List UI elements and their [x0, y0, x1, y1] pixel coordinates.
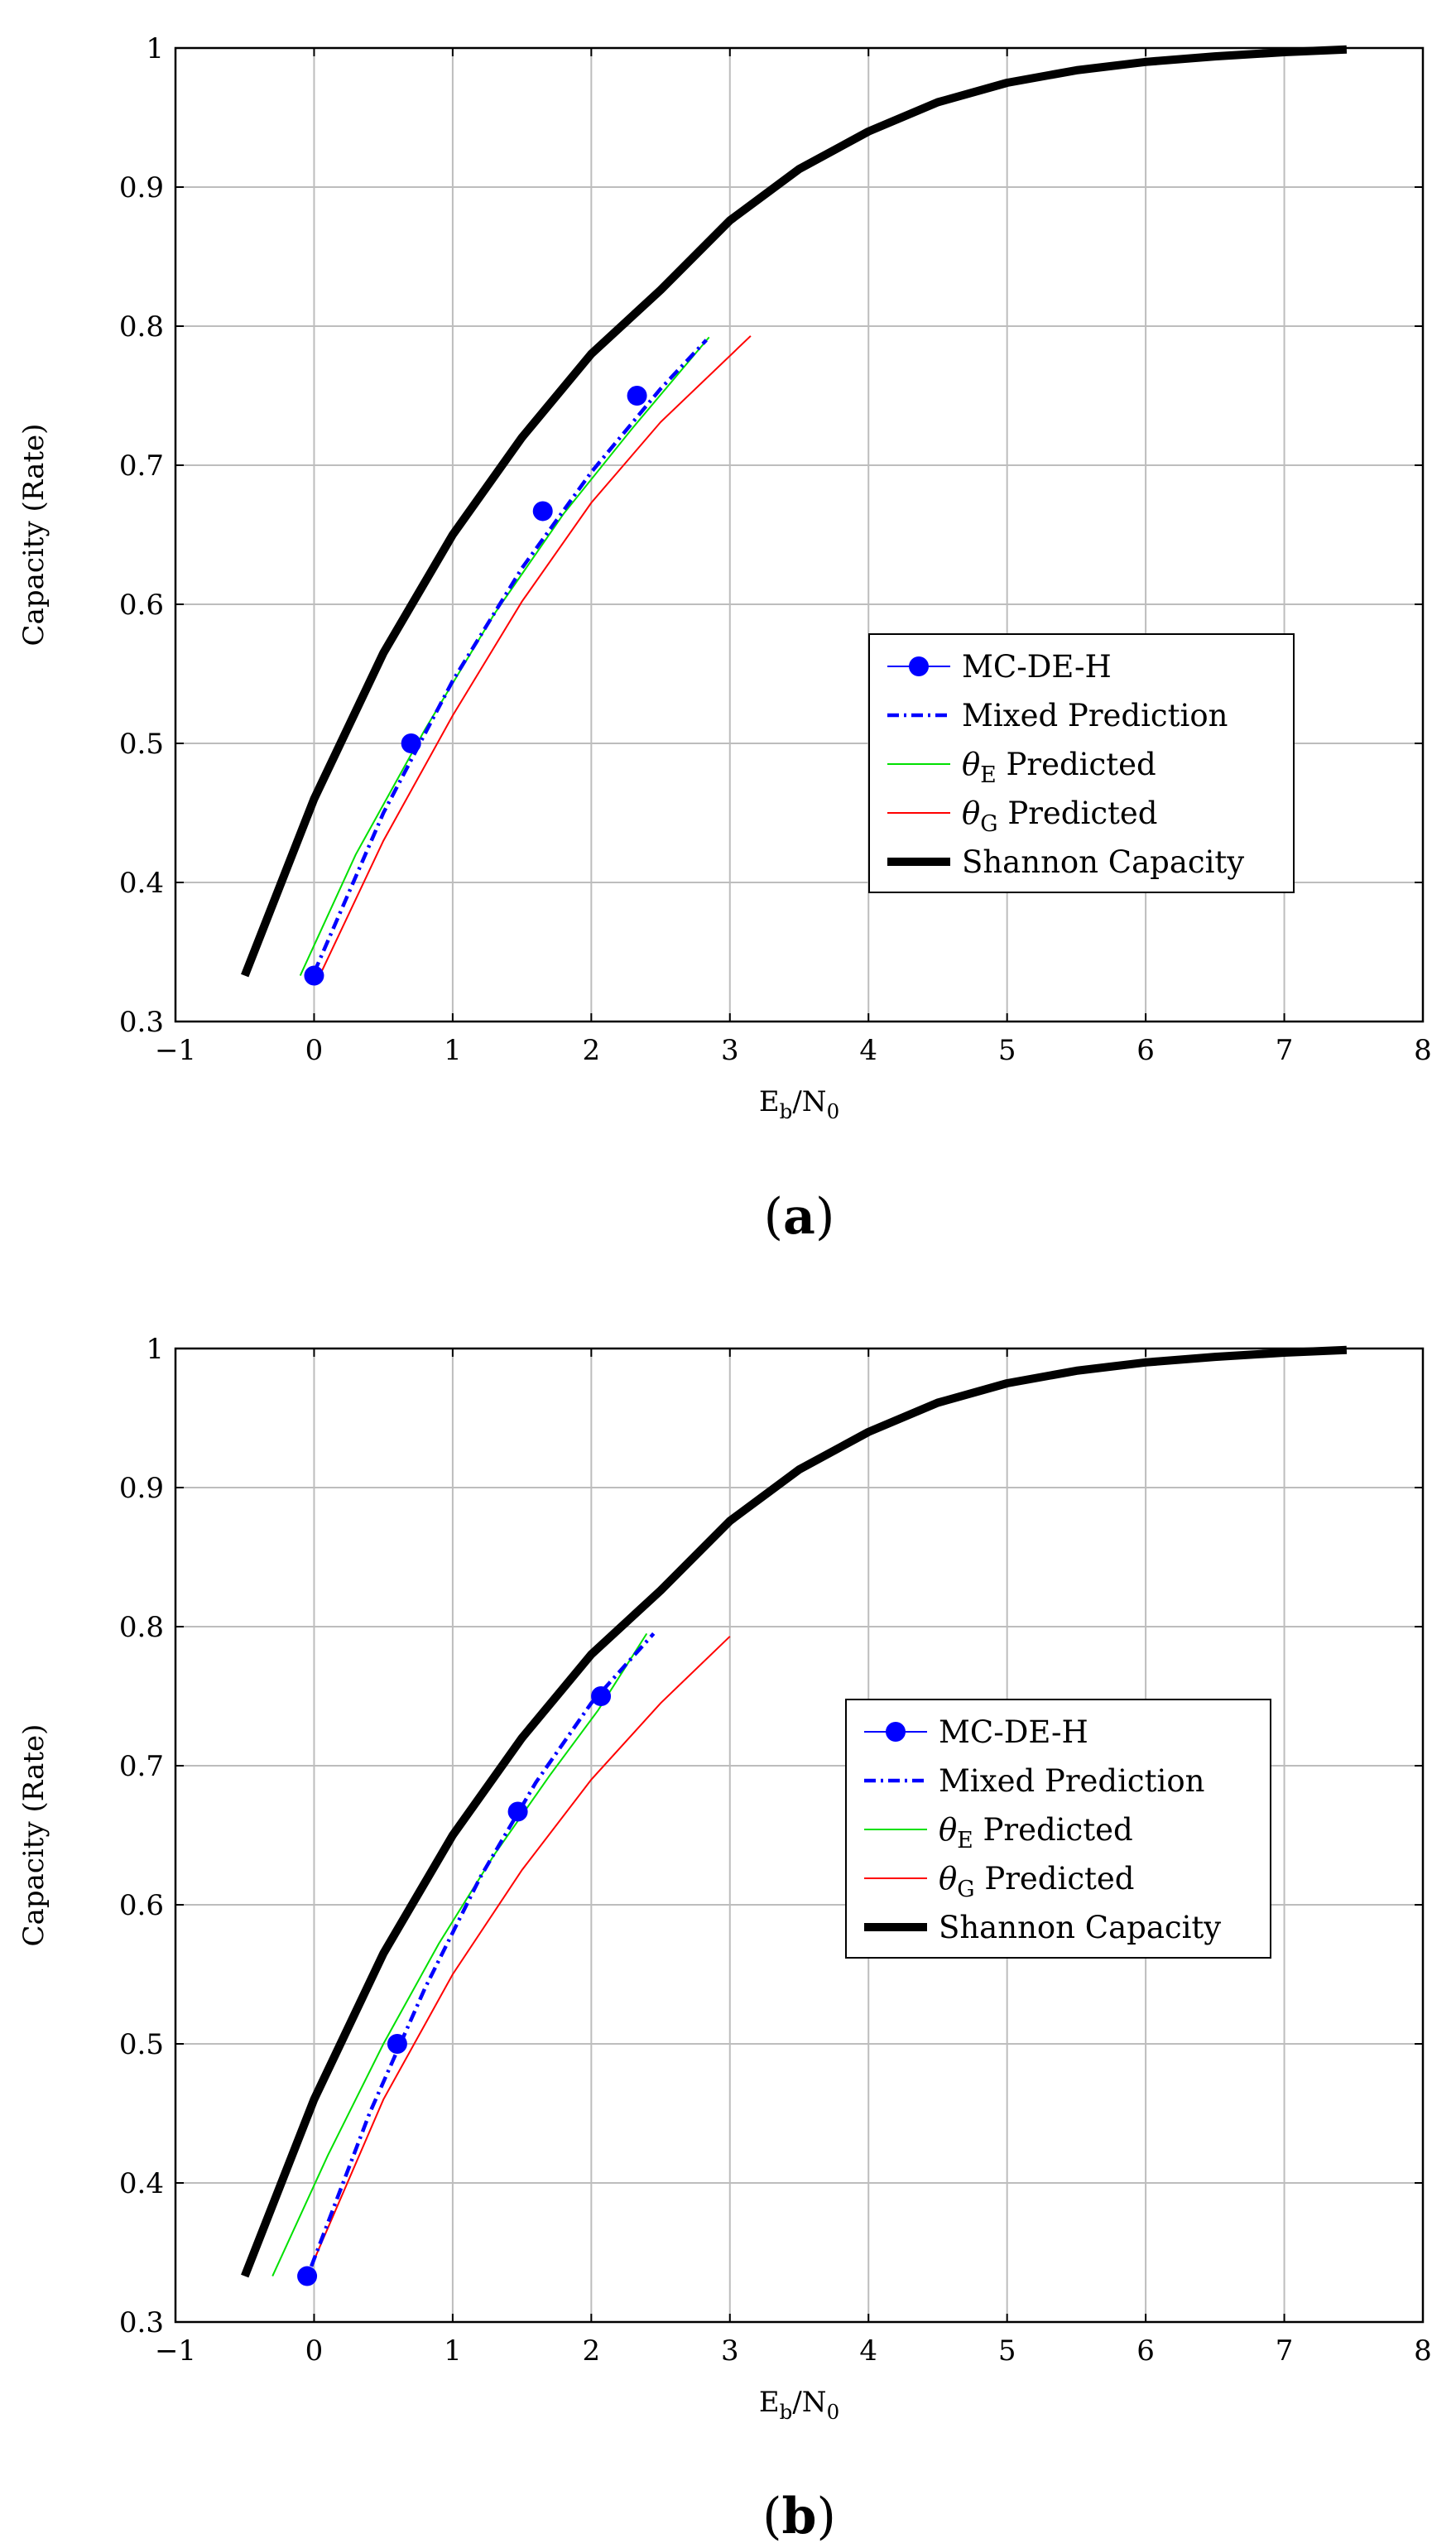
series-line-g-predicted: [310, 1636, 731, 2267]
x-tick-label: 8: [1414, 2334, 1432, 2368]
legend-label-e-predicted: θE Predicted: [939, 1812, 1133, 1853]
y-tick-label: 0.8: [119, 310, 164, 344]
data-point-mc-de-h: [591, 1686, 612, 1706]
x-tick-label: 7: [1276, 1034, 1294, 1067]
data-point-mc-de-h: [304, 965, 324, 986]
x-tick-label: 3: [721, 2334, 739, 2368]
x-tick-label: 0: [305, 2334, 324, 2368]
y-tick-label: 0.9: [119, 171, 164, 204]
legend-marker-mc-de-h: [886, 1722, 906, 1742]
x-tick-label: 7: [1276, 2334, 1294, 2368]
legend-label-mc-de-h: MC-DE-H: [962, 649, 1112, 685]
legend: MC-DE-H Mixed Prediction θE Predicted θG Pr…: [845, 1699, 1271, 1959]
y-tick-label: 1: [146, 32, 164, 65]
y-tick-label: 0.9: [119, 1472, 164, 1505]
plot-frame: [174, 1347, 1425, 2324]
data-point-mc-de-h: [532, 501, 553, 522]
y-axis-label: Capacity (Rate): [17, 1724, 50, 1947]
y-tick-label: 0.3: [119, 2306, 164, 2339]
y-tick-label: 0.8: [119, 1611, 164, 1644]
series-line-e-predicted: [271, 1632, 648, 2277]
legend-label-g-predicted: θG Predicted: [939, 1861, 1135, 1902]
x-axis-label: Eb/N0: [759, 2386, 839, 2424]
data-point-mc-de-h: [627, 386, 647, 406]
x-tick-label: −1: [155, 2334, 196, 2368]
x-tick-label: 4: [859, 1034, 877, 1067]
x-tick-label: 1: [444, 1034, 462, 1067]
chart-panel-b: −1 0 1 2 3 4 5 6 7 8 0.3 0.4 0.5 0.6 0.7 0.8 0.9 1 Capacit…: [17, 1333, 1432, 2546]
data-point-mc-de-h: [401, 733, 421, 753]
x-tick-label: 8: [1414, 1034, 1432, 1067]
x-tick-label: 1: [444, 2334, 462, 2368]
y-tick-label: 0.5: [119, 728, 164, 761]
series-line-shannon-capacity: [241, 45, 1348, 978]
legend-label-e-predicted: θE Predicted: [962, 747, 1156, 788]
y-tick-label: 0.4: [119, 867, 164, 900]
y-axis-label: Capacity (Rate): [17, 424, 50, 647]
legend: MC-DE-H Mixed Prediction θE Predicted θG Pr…: [868, 633, 1295, 893]
data-point-mc-de-h: [387, 2034, 407, 2054]
x-tick-label: 2: [583, 2334, 601, 2368]
legend-label-shannon-capacity: Shannon Capacity: [939, 1910, 1221, 1945]
series-line-shannon-capacity: [241, 1345, 1348, 2278]
legend-label-g-predicted: θG Predicted: [962, 796, 1158, 837]
x-tick-label: 5: [998, 2334, 1016, 2368]
x-tick-label: 6: [1136, 2334, 1155, 2368]
series-line-g-predicted: [320, 335, 752, 974]
x-tick-label: 5: [998, 1034, 1016, 1067]
series-line-mixed-prediction: [312, 339, 708, 974]
y-tick-label: 0.4: [119, 2167, 164, 2200]
panel-caption: (a): [764, 1188, 835, 1246]
x-axis-label: Eb/N0: [759, 1085, 839, 1123]
y-tick-label: 0.5: [119, 2028, 164, 2061]
y-tick-label: 0.7: [119, 450, 164, 483]
legend-label-mixed-prediction: Mixed Prediction: [939, 1763, 1204, 1799]
plot-frame: [174, 46, 1425, 1023]
series-line-e-predicted: [299, 336, 710, 977]
y-tick-label: 0.3: [119, 1006, 164, 1039]
x-tick-label: 0: [305, 1034, 324, 1067]
legend-marker-mc-de-h: [909, 656, 929, 676]
y-tick-label: 0.6: [119, 589, 164, 622]
y-tick-label: 0.6: [119, 1889, 164, 1922]
data-point-mc-de-h: [507, 1801, 528, 1822]
x-tick-label: −1: [155, 1034, 196, 1067]
chart-panel-a: −1 0 1 2 3 4 5 6 7 8 0.3 0.4 0.5 0.6 0.7 0.8 0.9 1 Capacit…: [17, 32, 1432, 1246]
x-tick-label: 3: [721, 1034, 739, 1067]
x-tick-label: 2: [583, 1034, 601, 1067]
data-point-mc-de-h: [297, 2266, 318, 2286]
x-tick-label: 6: [1136, 1034, 1155, 1067]
legend-label-shannon-capacity: Shannon Capacity: [962, 844, 1244, 880]
y-tick-label: 1: [146, 1333, 164, 1366]
series-line-mixed-prediction: [309, 1632, 656, 2267]
x-tick-label: 4: [859, 2334, 877, 2368]
legend-label-mc-de-h: MC-DE-H: [939, 1714, 1088, 1750]
y-tick-label: 0.7: [119, 1750, 164, 1783]
legend-label-mixed-prediction: Mixed Prediction: [962, 698, 1228, 733]
panel-caption: (b): [762, 2488, 836, 2546]
